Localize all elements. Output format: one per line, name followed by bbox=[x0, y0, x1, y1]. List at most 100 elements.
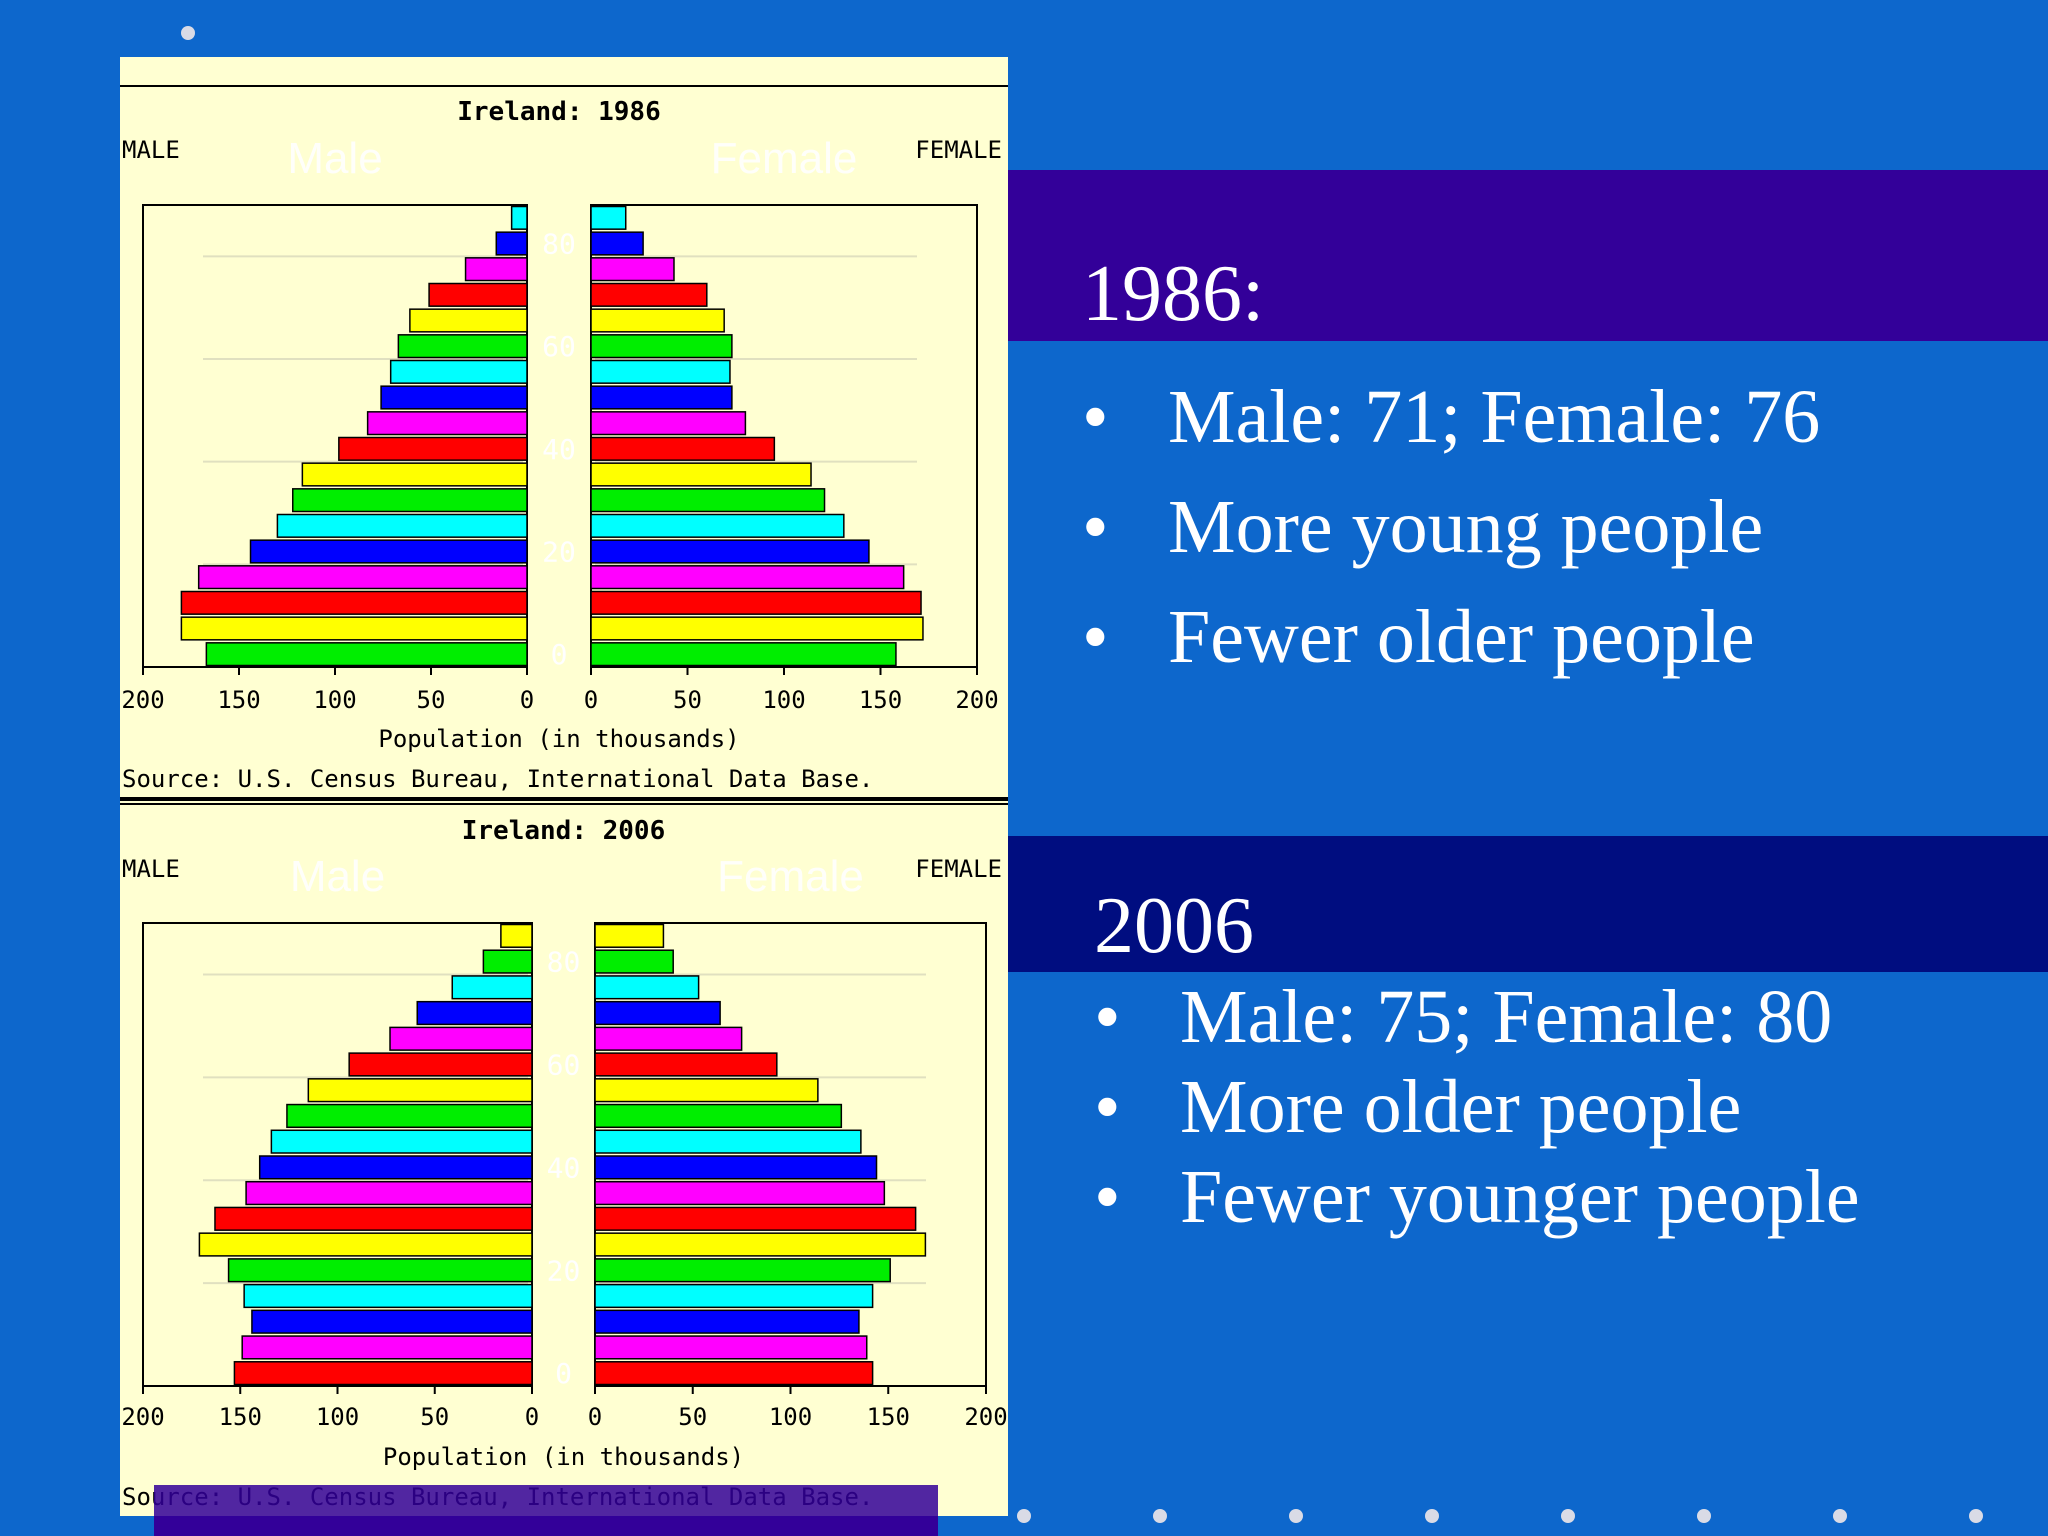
female-bar bbox=[594, 1258, 891, 1283]
female-bar bbox=[590, 308, 725, 333]
male-bar bbox=[286, 1103, 533, 1129]
bullet-text: Male: 71; Female: 76 bbox=[1168, 375, 1821, 459]
x-tick-label-female: 150 bbox=[867, 1403, 910, 1431]
male-bar bbox=[416, 1000, 533, 1026]
footer-overlay bbox=[154, 1485, 938, 1518]
x-tick-label-female: 50 bbox=[673, 686, 702, 714]
female-bar bbox=[590, 334, 733, 359]
male-bar bbox=[249, 539, 528, 564]
female-bar bbox=[594, 1155, 878, 1180]
bullet-glyph: • bbox=[1082, 595, 1109, 679]
decor-dot bbox=[181, 26, 195, 40]
female-watermark: Female bbox=[711, 134, 858, 183]
female-bar bbox=[590, 642, 897, 667]
age-tick-label: 60 bbox=[547, 1048, 581, 1081]
x-axis-label: Population (in thousands) bbox=[383, 1443, 744, 1471]
x-tick-label-male: 50 bbox=[417, 686, 446, 714]
female-bar bbox=[590, 385, 733, 410]
male-bar bbox=[389, 1026, 533, 1051]
male-bar bbox=[251, 1309, 533, 1334]
bullet-item: • More older people bbox=[1094, 1062, 1860, 1152]
female-bar bbox=[594, 1309, 860, 1334]
bullet-text: More young people bbox=[1168, 485, 1764, 569]
x-tick-label-male: 0 bbox=[520, 686, 534, 714]
male-bar bbox=[500, 923, 533, 948]
female-bar bbox=[594, 949, 674, 974]
x-tick-label-male: 150 bbox=[219, 1403, 262, 1431]
male-bar bbox=[233, 1361, 533, 1386]
x-tick-label-female: 0 bbox=[584, 686, 598, 714]
female-bar bbox=[590, 231, 644, 256]
female-bar bbox=[594, 1129, 862, 1154]
male-bar bbox=[389, 359, 528, 384]
male-bar bbox=[307, 1078, 533, 1103]
male-bar bbox=[366, 411, 528, 436]
bullet-glyph: • bbox=[1094, 1065, 1121, 1149]
decor-dot bbox=[1153, 1509, 1167, 1523]
male-bar bbox=[241, 1335, 533, 1360]
x-tick-label-male: 200 bbox=[121, 686, 164, 714]
female-bar bbox=[594, 975, 700, 1000]
male-bar bbox=[245, 1180, 533, 1206]
x-axis-label: Population (in thousands) bbox=[378, 725, 739, 753]
age-tick-label: 40 bbox=[547, 1151, 581, 1184]
x-tick-label-male: 150 bbox=[217, 686, 260, 714]
female-bar bbox=[590, 411, 747, 436]
female-bar bbox=[594, 923, 665, 948]
male-bar bbox=[276, 513, 528, 538]
male-bar bbox=[451, 975, 533, 1000]
male-bar bbox=[464, 257, 528, 282]
chart-title: Ireland: 2006 bbox=[462, 816, 666, 846]
decor-dot bbox=[1289, 1509, 1303, 1523]
male-bar bbox=[180, 616, 528, 641]
female-bar bbox=[590, 590, 922, 615]
female-bar bbox=[590, 616, 924, 641]
source-note: Source: U.S. Census Bureau, Internationa… bbox=[122, 765, 873, 793]
decor-dot bbox=[1833, 1509, 1847, 1523]
male-bar bbox=[510, 205, 528, 230]
band-1986 bbox=[1008, 170, 2048, 341]
male-bar bbox=[397, 334, 528, 359]
male-bar bbox=[198, 1232, 533, 1257]
male-bar bbox=[205, 642, 528, 667]
band-2006 bbox=[1008, 836, 2048, 972]
x-tick-label-female: 100 bbox=[762, 686, 805, 714]
female-bar bbox=[594, 1361, 874, 1386]
age-tick-label: 20 bbox=[547, 1254, 581, 1287]
male-bar bbox=[338, 436, 528, 461]
bullet-item: • Fewer younger people bbox=[1094, 1152, 1860, 1242]
male-bar bbox=[380, 385, 528, 410]
pyramid-2006-chart: Ireland: 2006 MALE FEMALE Male Female 0 20 40 60… bbox=[120, 803, 1008, 1511]
female-bar bbox=[594, 1180, 886, 1206]
decor-dot bbox=[1425, 1509, 1439, 1523]
bullets-1986: • Male: 71; Female: 76 • More young people… bbox=[1082, 362, 1820, 692]
age-tick-label: 80 bbox=[542, 228, 576, 261]
x-tick-label-female: 150 bbox=[859, 686, 902, 714]
female-bar bbox=[594, 1103, 843, 1129]
decor-dot bbox=[1697, 1509, 1711, 1523]
x-tick-label-female: 200 bbox=[955, 686, 998, 714]
bullet-text: Fewer younger people bbox=[1180, 1155, 1860, 1239]
male-bar bbox=[270, 1129, 533, 1154]
pyramid-1986-panel: Ireland: 1986 MALE FEMALE Male Female 0 20 40 60… bbox=[120, 57, 1008, 801]
female-bar bbox=[590, 205, 627, 230]
female-bar bbox=[594, 1232, 927, 1257]
female-bar bbox=[590, 539, 870, 564]
bullet-text: Male: 75; Female: 80 bbox=[1180, 975, 1833, 1059]
female-bar bbox=[594, 1026, 743, 1051]
female-bar bbox=[590, 513, 845, 538]
age-tick-label: 60 bbox=[542, 330, 576, 363]
bullet-glyph: • bbox=[1094, 1155, 1121, 1239]
bullet-text: More older people bbox=[1180, 1065, 1742, 1149]
male-bar bbox=[348, 1052, 533, 1077]
age-tick-label: 0 bbox=[555, 1357, 572, 1390]
x-tick-label-male: 0 bbox=[525, 1403, 539, 1431]
decor-dot bbox=[1561, 1509, 1575, 1523]
bullet-glyph: • bbox=[1082, 375, 1109, 459]
female-bar bbox=[594, 1052, 778, 1077]
male-bar bbox=[258, 1155, 533, 1180]
x-tick-label-male: 200 bbox=[121, 1403, 164, 1431]
male-bar bbox=[428, 282, 528, 307]
decor-dot bbox=[1017, 1509, 1031, 1523]
bullet-glyph: • bbox=[1094, 975, 1121, 1059]
